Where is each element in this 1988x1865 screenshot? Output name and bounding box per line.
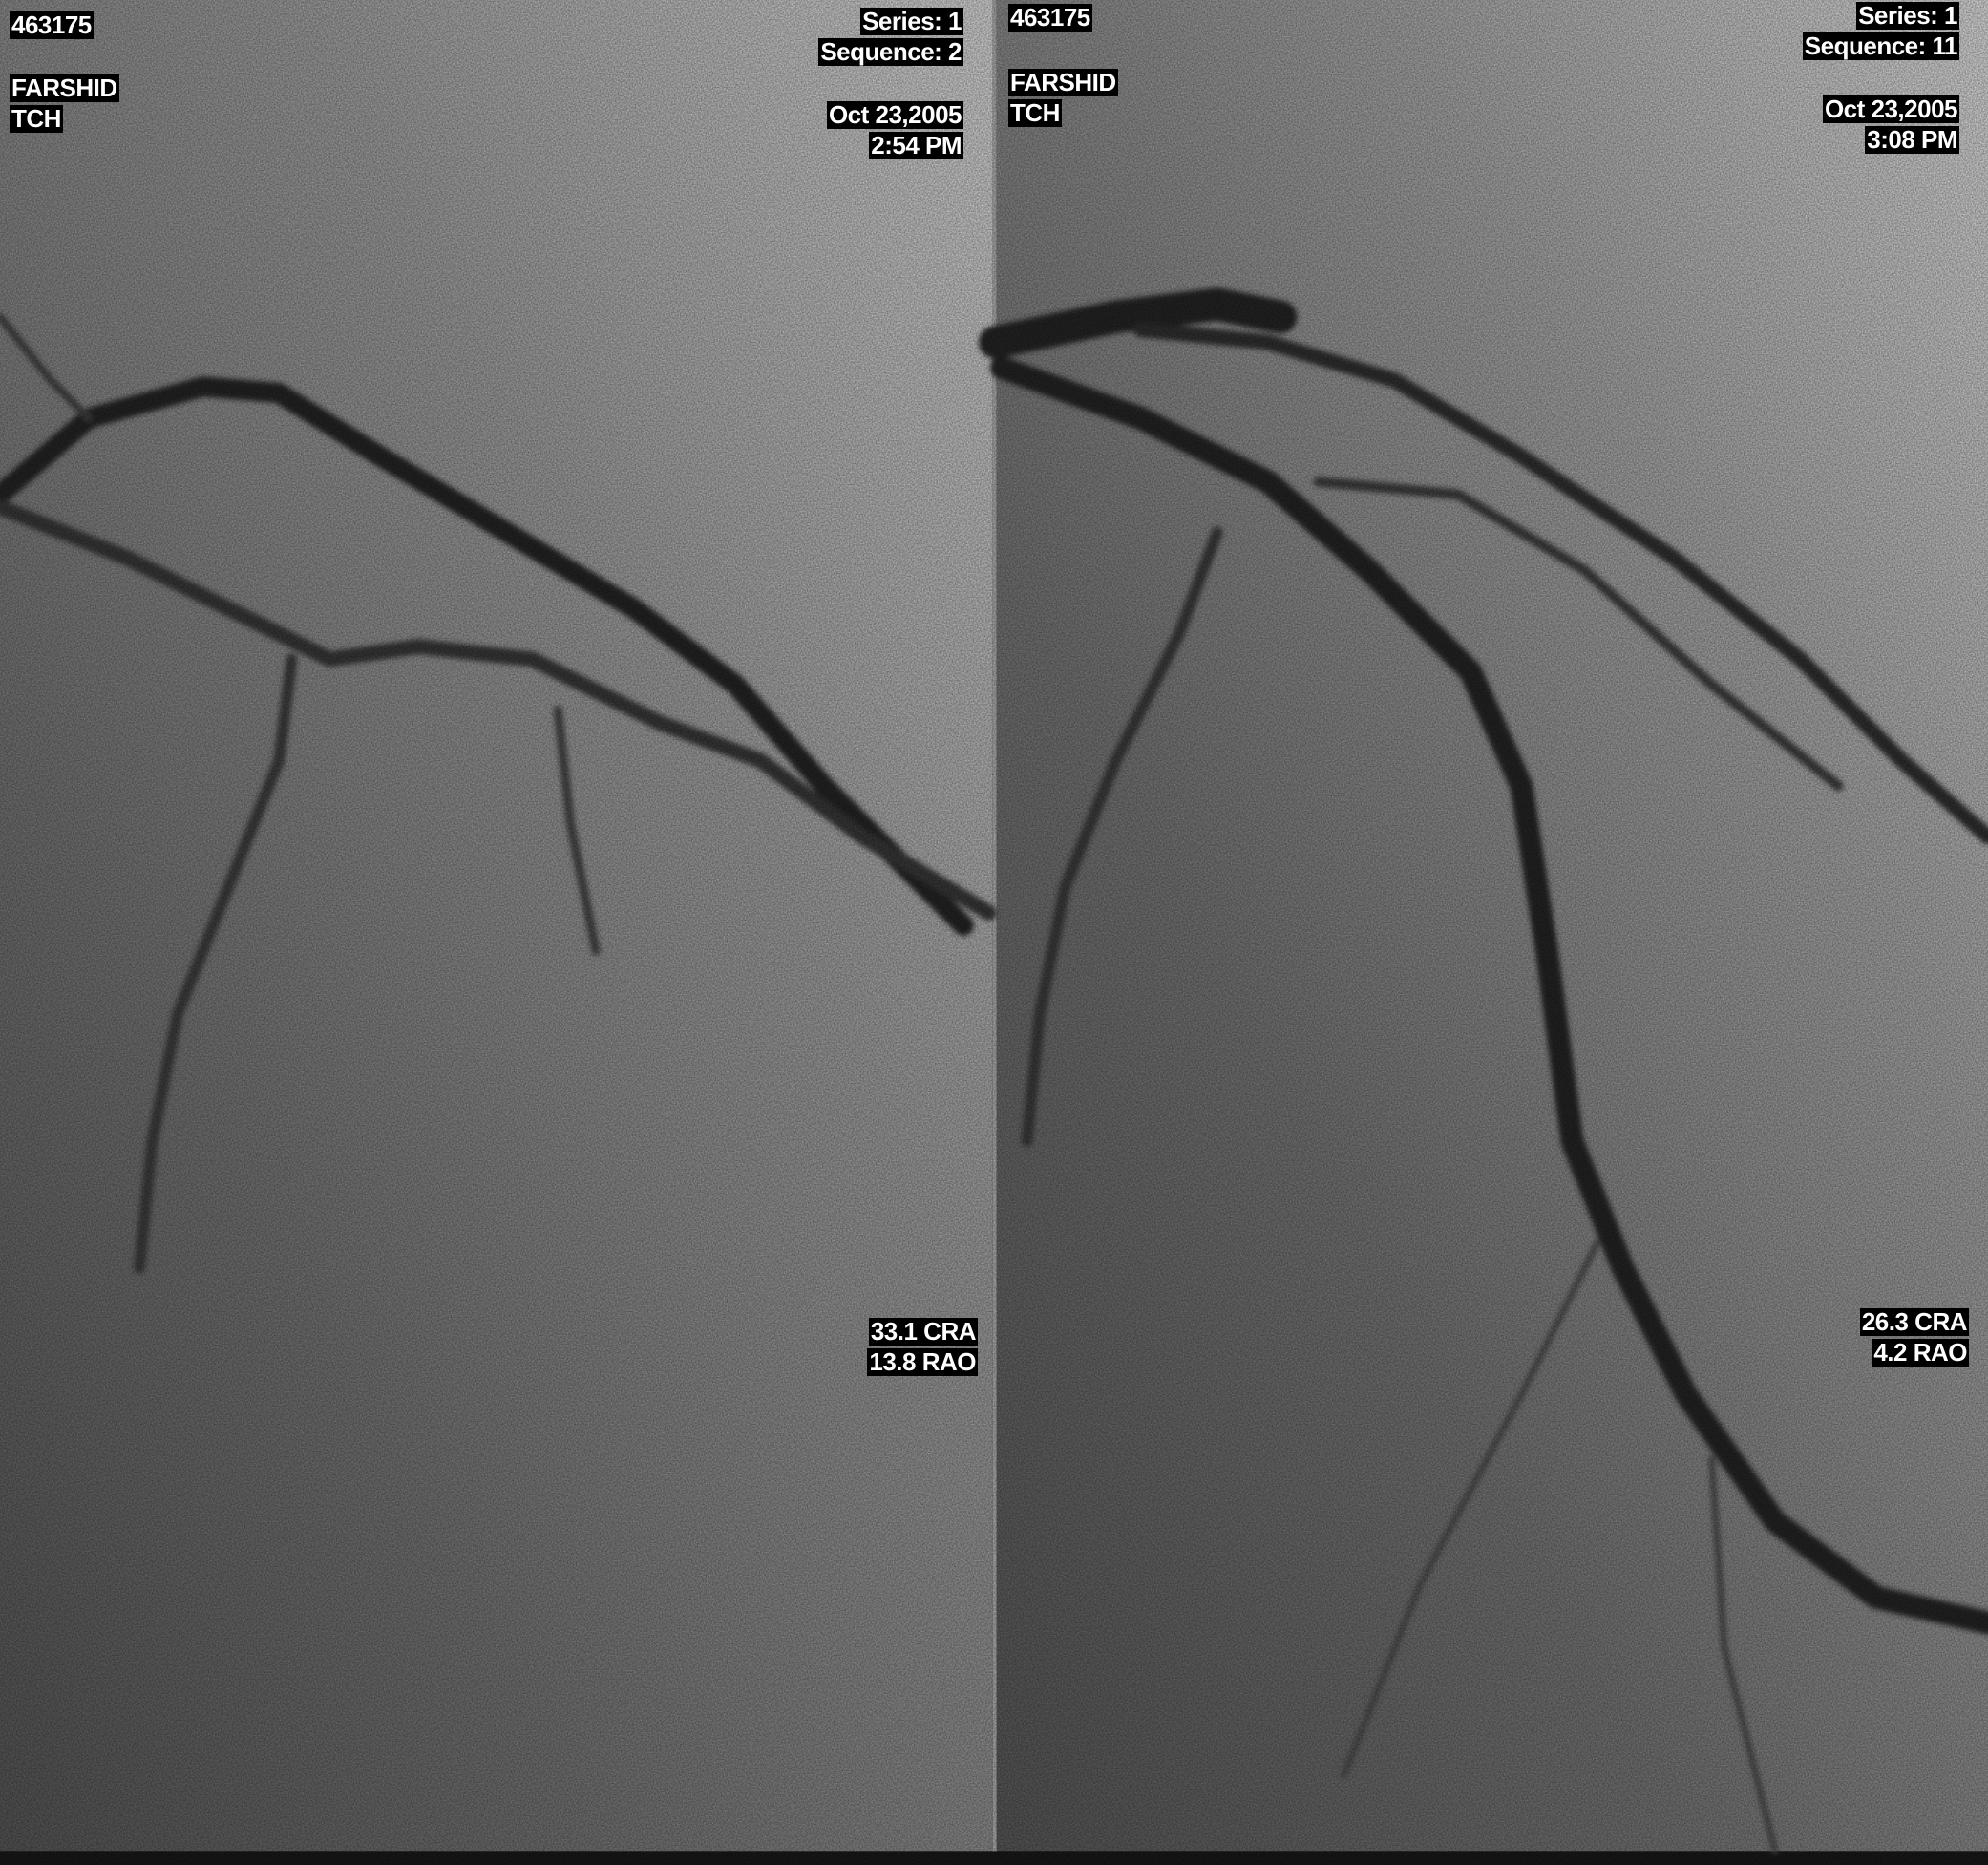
institution: TCH: [1008, 98, 1062, 127]
patient-name: FARSHID: [10, 74, 119, 102]
time: 2:54 PM: [869, 131, 963, 159]
time: 3:08 PM: [1865, 125, 1959, 154]
sequence: Sequence: 11: [1802, 32, 1959, 60]
angle-cra: 26.3 CRA: [1859, 1307, 1969, 1336]
angle-rao: 13.8 RAO: [867, 1347, 978, 1376]
patient-id: 463175: [1008, 3, 1092, 32]
sequence: Sequence: 2: [818, 37, 963, 66]
series: Series: 1: [860, 7, 963, 35]
institution: TCH: [10, 104, 63, 133]
date: Oct 23,2005: [826, 100, 963, 129]
patient-id: 463175: [10, 11, 94, 39]
angle-cra: 33.1 CRA: [868, 1317, 978, 1346]
patient-name: FARSHID: [1008, 68, 1118, 96]
series: Series: 1: [1856, 1, 1959, 30]
angle-rao: 4.2 RAO: [1872, 1338, 1969, 1367]
date: Oct 23,2005: [1822, 95, 1959, 123]
